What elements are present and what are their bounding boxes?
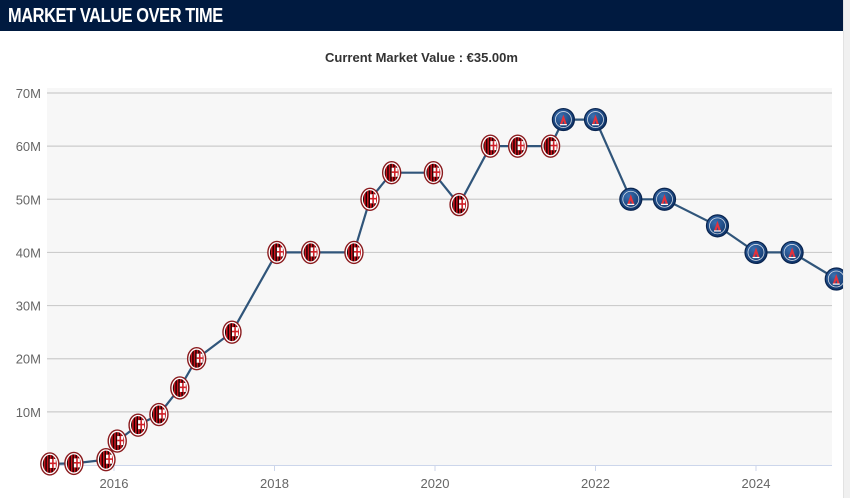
x-tick-label: 2022 — [581, 476, 610, 491]
data-point-milan[interactable] — [267, 240, 287, 265]
x-tick-label: 2020 — [421, 476, 450, 491]
data-point-psg[interactable] — [583, 107, 608, 132]
x-tick-label: 2016 — [100, 476, 129, 491]
chart-title: Current Market Value : €35.00m — [325, 50, 518, 65]
section-header: MARKET VALUE OVER TIME — [0, 0, 843, 31]
data-point-milan[interactable] — [507, 134, 528, 158]
data-point-milan[interactable] — [300, 240, 321, 265]
section-title: MARKET VALUE OVER TIME — [8, 5, 223, 27]
page-scrollbar[interactable] — [843, 0, 850, 498]
y-tick-label: 50M — [16, 192, 41, 207]
y-tick-label: 70M — [16, 86, 41, 101]
x-tick-label: 2024 — [742, 476, 771, 491]
data-point-milan[interactable] — [540, 134, 561, 158]
data-point-milan[interactable] — [149, 402, 169, 427]
data-point-milan[interactable] — [96, 447, 116, 472]
data-point-psg[interactable] — [619, 187, 643, 211]
y-tick-label: 40M — [16, 245, 41, 260]
data-point-milan[interactable] — [186, 347, 207, 371]
data-point-milan[interactable] — [128, 413, 148, 437]
data-point-milan[interactable] — [360, 187, 380, 211]
data-point-psg[interactable] — [705, 214, 730, 238]
data-point-psg[interactable] — [744, 240, 768, 265]
y-tick-label: 30M — [16, 299, 41, 314]
data-point-milan[interactable] — [423, 161, 444, 185]
y-tick-label: 60M — [16, 139, 41, 154]
x-tick-label: 2018 — [260, 476, 289, 491]
data-point-psg[interactable] — [824, 267, 843, 291]
data-point-milan[interactable] — [222, 320, 242, 344]
data-point-psg[interactable] — [652, 187, 677, 211]
data-point-milan[interactable] — [64, 451, 84, 476]
plot-area — [47, 88, 832, 465]
data-point-milan[interactable] — [107, 429, 127, 453]
data-point-psg[interactable] — [551, 107, 576, 132]
data-point-milan[interactable] — [449, 192, 469, 217]
data-point-milan[interactable] — [381, 161, 402, 185]
data-point-milan[interactable] — [40, 452, 60, 476]
data-point-milan[interactable] — [170, 376, 190, 400]
y-tick-label: 20M — [16, 352, 41, 367]
y-tick-label: 10M — [16, 405, 41, 420]
data-point-psg[interactable] — [780, 240, 804, 265]
data-point-milan[interactable] — [344, 240, 364, 265]
data-point-milan[interactable] — [480, 134, 501, 158]
